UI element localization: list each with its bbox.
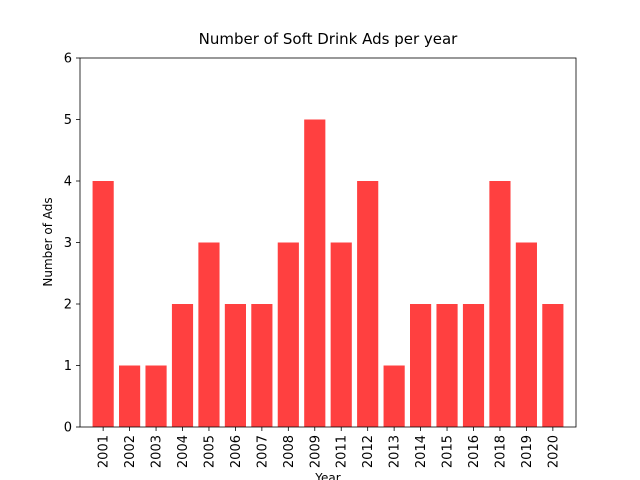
x-tick-label: 2013 bbox=[388, 435, 403, 468]
x-tick-label: 2009 bbox=[308, 435, 323, 468]
y-tick-label: 4 bbox=[64, 175, 72, 190]
bar bbox=[515, 242, 537, 427]
bar bbox=[436, 304, 458, 427]
bar bbox=[119, 365, 141, 427]
x-tick-label: 2005 bbox=[202, 435, 217, 468]
bar bbox=[383, 365, 405, 427]
x-tick-label: 2019 bbox=[520, 435, 535, 468]
x-tick-label: 2007 bbox=[255, 435, 270, 468]
y-tick-label: 0 bbox=[64, 421, 72, 436]
x-tick-label: 2016 bbox=[467, 435, 482, 468]
bar bbox=[357, 181, 379, 427]
plot-frame bbox=[79, 57, 577, 428]
bar bbox=[224, 304, 246, 427]
y-axis-label: Number of Ads bbox=[41, 197, 55, 286]
bar bbox=[145, 365, 167, 427]
y-tick-label: 6 bbox=[64, 52, 72, 67]
x-axis-label: Year bbox=[314, 471, 340, 480]
bar bbox=[489, 181, 511, 427]
x-tick-label: 2012 bbox=[361, 435, 376, 468]
bar bbox=[171, 304, 194, 427]
bar bbox=[542, 304, 564, 427]
x-tick-label: 2001 bbox=[97, 435, 112, 468]
y-tick-label: 1 bbox=[64, 359, 72, 374]
x-tick-label: 2015 bbox=[441, 435, 456, 468]
x-tick-label: 2008 bbox=[282, 435, 297, 468]
x-tick-label: 2002 bbox=[123, 435, 138, 468]
bar bbox=[277, 242, 299, 427]
bar bbox=[410, 304, 432, 427]
x-tick-label: 2020 bbox=[546, 435, 561, 468]
y-tick-label: 5 bbox=[64, 113, 72, 128]
x-tick-label: 2004 bbox=[176, 435, 191, 468]
bar bbox=[462, 304, 485, 427]
x-tick-label: 2003 bbox=[150, 435, 165, 468]
y-tick-label: 2 bbox=[64, 298, 72, 313]
y-tick-label: 3 bbox=[64, 236, 72, 251]
bar bbox=[92, 181, 114, 427]
chart-title: Number of Soft Drink Ads per year bbox=[199, 30, 459, 48]
bar bbox=[251, 304, 273, 427]
x-tick-label: 2011 bbox=[335, 435, 350, 468]
bar bbox=[198, 242, 220, 427]
x-tick-label: 2014 bbox=[414, 435, 429, 468]
x-tick-label: 2018 bbox=[493, 435, 508, 468]
x-tick-label: 2006 bbox=[229, 435, 244, 468]
bar bbox=[304, 119, 326, 427]
bar bbox=[330, 242, 352, 427]
